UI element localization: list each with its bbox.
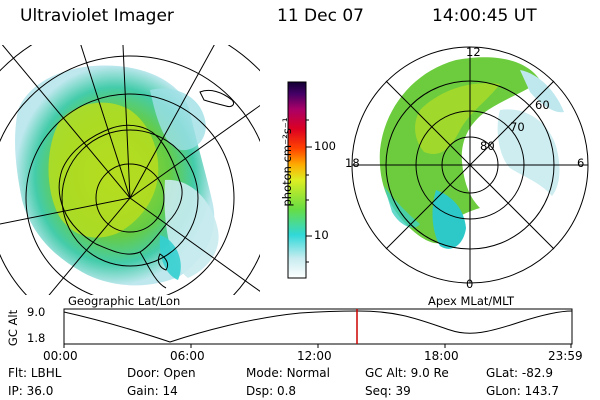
- status-gc-alt: GC Alt: 9.0 Re: [365, 366, 449, 380]
- instrument-title: Ultraviolet Imager: [20, 6, 174, 26]
- status-dsp: Dsp: 0.8: [246, 384, 297, 398]
- mlt-label-0: 0: [466, 277, 474, 291]
- mlt-label-6: 6: [577, 156, 585, 170]
- continent-outline: [58, 124, 183, 255]
- mlt-label-18: 18: [345, 156, 360, 170]
- status-seq: Seq: 39: [365, 384, 411, 398]
- colorbar-tick-10: 10: [314, 228, 329, 242]
- mlat-label-80: 80: [480, 139, 495, 153]
- status-mode: Mode: Normal: [246, 366, 330, 380]
- apex-caption: Apex MLat/MLT: [428, 294, 515, 308]
- mag-grid: [351, 46, 589, 284]
- time-tick-0600: 06:00: [170, 349, 205, 363]
- time-label: 14:00:45 UT: [432, 6, 537, 26]
- altitude-tick-1-8: 1.8: [27, 331, 46, 345]
- geographic-map: [0, 45, 260, 295]
- status-filter: Flt: LBHL: [8, 366, 62, 380]
- colorbar: [287, 81, 312, 279]
- mlat-label-60: 60: [535, 98, 550, 112]
- status-gain: Gain: 14: [127, 384, 178, 398]
- date-label: 11 Dec 07: [277, 6, 364, 26]
- colorbar-unit-label: photon cm⁻²s⁻¹: [280, 117, 294, 207]
- mlat-label-70: 70: [510, 120, 525, 134]
- geographic-caption: Geographic Lat/Lon: [68, 294, 181, 308]
- status-glat: GLat: -82.9: [486, 366, 553, 380]
- altitude-ylabel: GC Alt: [6, 309, 20, 347]
- time-tick-1800: 18:00: [424, 349, 459, 363]
- status-glon: GLon: 143.7: [486, 384, 559, 398]
- peninsula-outline: [139, 251, 167, 289]
- magnetic-map: [351, 46, 589, 284]
- time-tick-1200: 12:00: [297, 349, 332, 363]
- aurora-image-right: [379, 57, 564, 249]
- time-tick-2359: 23:59: [548, 349, 583, 363]
- time-tick-0000: 00:00: [43, 349, 78, 363]
- mlt-label-12: 12: [466, 45, 481, 59]
- altitude-plot: [63, 308, 573, 348]
- status-ip: IP: 36.0: [8, 384, 54, 398]
- geo-grid: [0, 45, 260, 295]
- altitude-tick-9: 9.0: [27, 305, 46, 319]
- status-door: Door: Open: [127, 366, 196, 380]
- landmass-outline: [199, 89, 235, 107]
- colorbar-tick-100: 100: [314, 139, 336, 153]
